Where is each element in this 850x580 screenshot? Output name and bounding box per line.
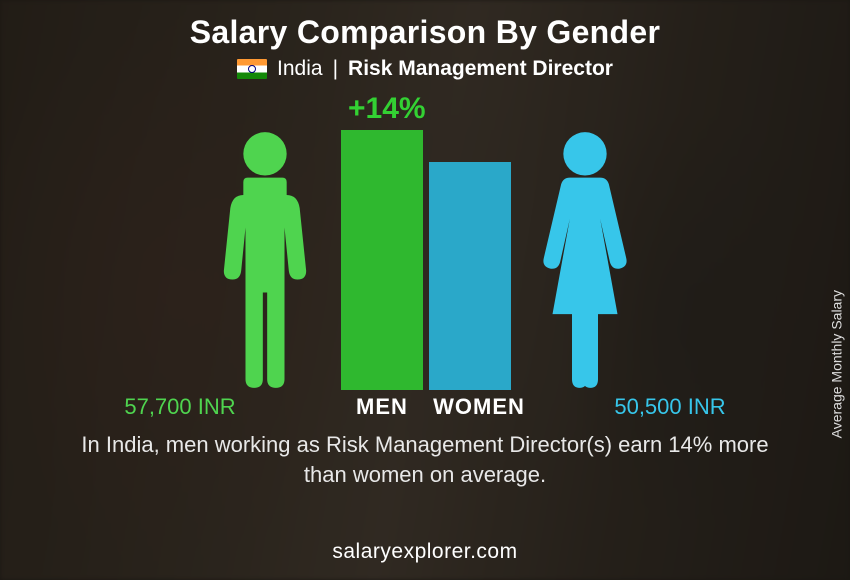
india-flag-icon xyxy=(237,59,267,79)
country-label: India xyxy=(277,57,323,81)
female-figure-icon xyxy=(530,130,640,390)
subtitle-row: India | Risk Management Director xyxy=(0,57,850,81)
men-bar xyxy=(341,130,423,390)
women-bar-label: WOMEN xyxy=(429,394,529,420)
women-bar xyxy=(429,162,511,390)
men-salary-value: 57,700 INR xyxy=(100,394,260,420)
male-figure-icon xyxy=(210,130,320,390)
infographic-content: Salary Comparison By Gender India | Risk… xyxy=(0,0,850,580)
difference-label: +14% xyxy=(348,92,426,126)
role-label: Risk Management Director xyxy=(348,57,613,81)
y-axis-label: Average Monthly Salary xyxy=(828,290,844,438)
women-salary-value: 50,500 INR xyxy=(590,394,750,420)
chart-area: +14% 57,700 INR MEN WOMEN 50,500 INR xyxy=(0,92,850,422)
subtitle-separator: | xyxy=(333,57,338,81)
description-text: In India, men working as Risk Management… xyxy=(60,430,790,489)
men-bar-label: MEN xyxy=(341,394,423,420)
footer-attribution: salaryexplorer.com xyxy=(0,540,850,564)
page-title: Salary Comparison By Gender xyxy=(0,14,850,51)
